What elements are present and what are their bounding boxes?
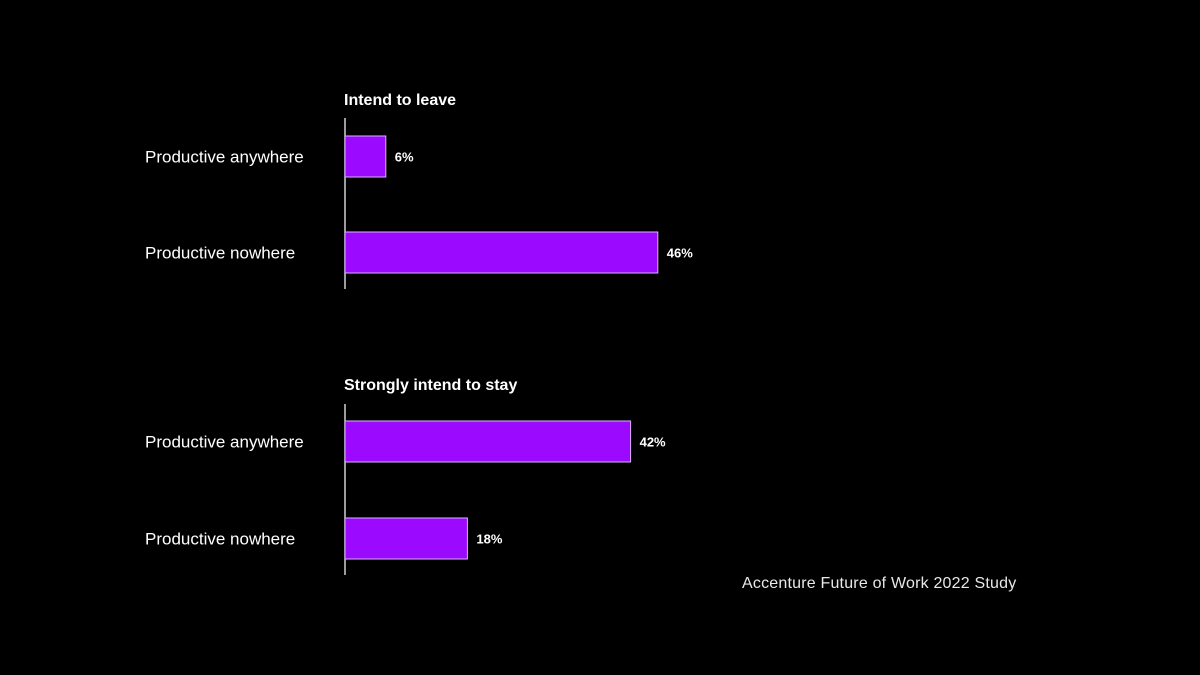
panel-2-value-label: 18% xyxy=(476,532,502,547)
panel-1-category-label: Productive nowhere xyxy=(145,244,295,263)
panel-2-title: Strongly intend to stay xyxy=(344,377,517,394)
panel-2-category-label: Productive anywhere xyxy=(145,433,304,452)
source-note: Accenture Future of Work 2022 Study xyxy=(742,575,1017,592)
panel-1-bar xyxy=(344,135,387,178)
panel-2-value-label: 42% xyxy=(640,435,666,450)
panel-1-bar xyxy=(344,231,659,274)
panel-1-category-label: Productive anywhere xyxy=(145,148,304,167)
panel-2-bar xyxy=(344,420,632,463)
panel-1-value-label: 6% xyxy=(395,150,414,165)
panel-1-value-label: 46% xyxy=(667,246,693,261)
panel-1-title: Intend to leave xyxy=(344,92,456,109)
panel-2-category-label: Productive nowhere xyxy=(145,530,295,549)
panel-2-bar xyxy=(344,517,468,560)
